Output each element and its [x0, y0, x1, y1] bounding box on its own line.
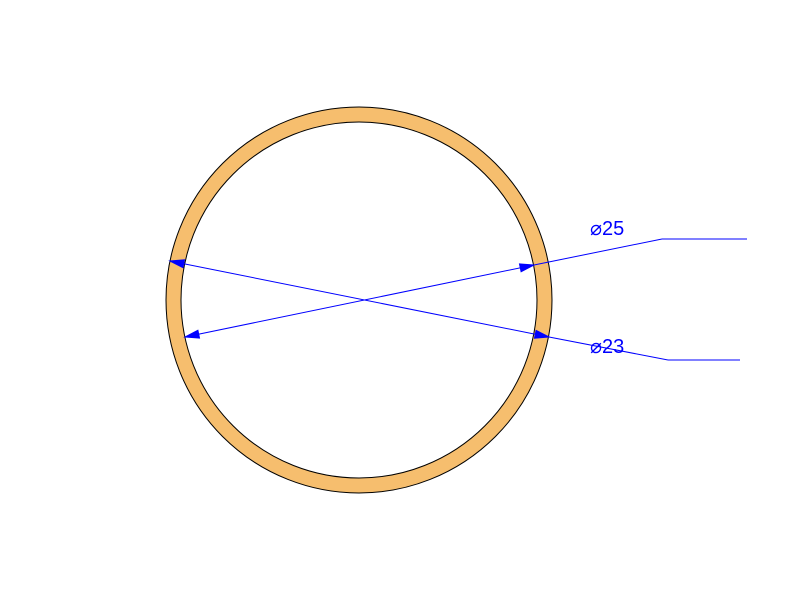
dimension-inner-label: ⌀23	[590, 334, 624, 359]
tube-cross-section	[166, 107, 552, 493]
drawing-svg	[0, 0, 800, 600]
dimension-outer-label: ⌀25	[590, 216, 624, 241]
dimension-inner-diameter	[170, 260, 740, 360]
technical-drawing: ⌀25 ⌀23	[0, 0, 800, 600]
dimension-outer-diameter	[185, 239, 747, 338]
